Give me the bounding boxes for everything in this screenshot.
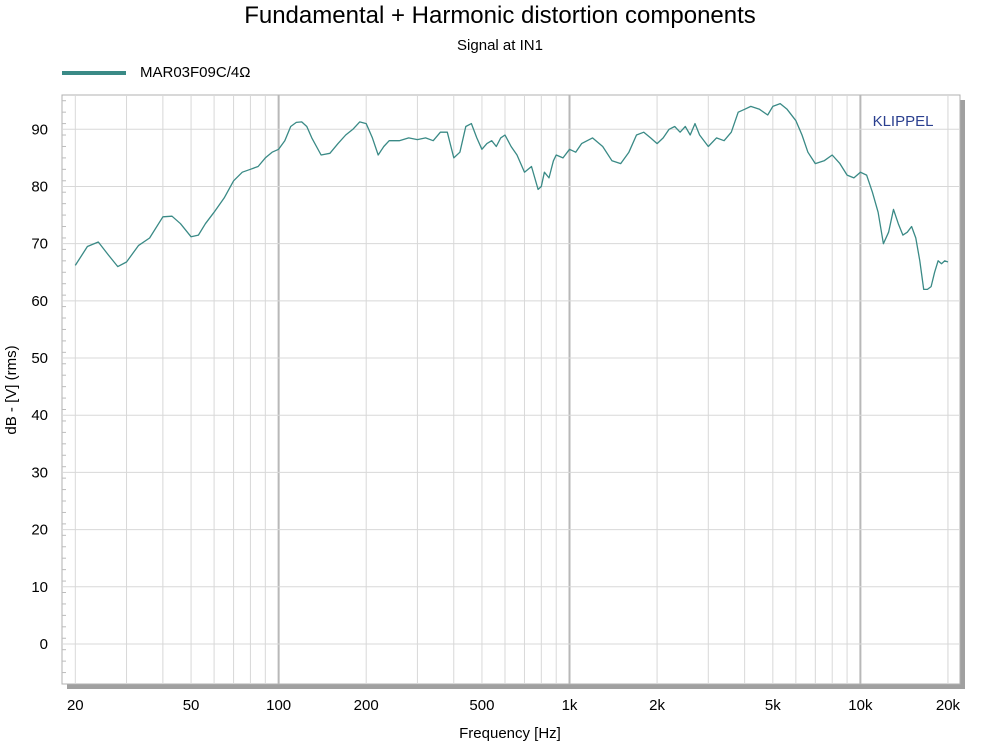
series-line bbox=[74, 102, 949, 291]
tick-labels: 0 10 20 30 40 50 60 70 80 90 20 50 100 200 500 1k 2k 5k 10… bbox=[31, 121, 960, 714]
legend-swatch bbox=[62, 70, 126, 75]
x-tick-label: 1k bbox=[562, 697, 578, 714]
x-tick-label: 50 bbox=[183, 697, 200, 714]
x-tick-label: 2k bbox=[649, 697, 665, 714]
y-axis-label: dB - [V] (rms) bbox=[3, 345, 20, 434]
x-tick-label: 10k bbox=[848, 697, 873, 714]
x-tick-label: 20k bbox=[936, 697, 961, 714]
x-tick-label: 5k bbox=[765, 697, 781, 714]
y-tick-label: 70 bbox=[31, 236, 48, 253]
y-tick-label: 90 bbox=[31, 121, 48, 138]
legend-label: MAR03F09C/4Ω bbox=[140, 64, 251, 81]
chart-subtitle: Signal at IN1 bbox=[457, 37, 543, 54]
y-tick-label: 60 bbox=[31, 293, 48, 310]
grid bbox=[62, 95, 960, 684]
y-tick-label: 10 bbox=[31, 579, 48, 596]
legend: MAR03F09C/4Ω bbox=[62, 64, 250, 81]
chart-title: Fundamental + Harmonic distortion compon… bbox=[244, 2, 756, 29]
plot-area bbox=[61, 94, 961, 685]
y-tick-label: 40 bbox=[31, 407, 48, 424]
x-tick-label: 500 bbox=[469, 697, 494, 714]
y-tick-label: 0 bbox=[40, 636, 48, 653]
y-tick-label: 50 bbox=[31, 350, 48, 367]
y-tick-label: 80 bbox=[31, 178, 48, 195]
y-tick-label: 20 bbox=[31, 522, 48, 539]
x-tick-label: 200 bbox=[354, 697, 379, 714]
klippel-watermark: KLIPPEL bbox=[873, 113, 934, 130]
x-tick-label: 100 bbox=[266, 697, 291, 714]
series-group bbox=[74, 102, 949, 291]
x-axis-label: Frequency [Hz] bbox=[459, 725, 561, 742]
x-tick-label: 20 bbox=[67, 697, 84, 714]
y-tick-label: 30 bbox=[31, 464, 48, 481]
